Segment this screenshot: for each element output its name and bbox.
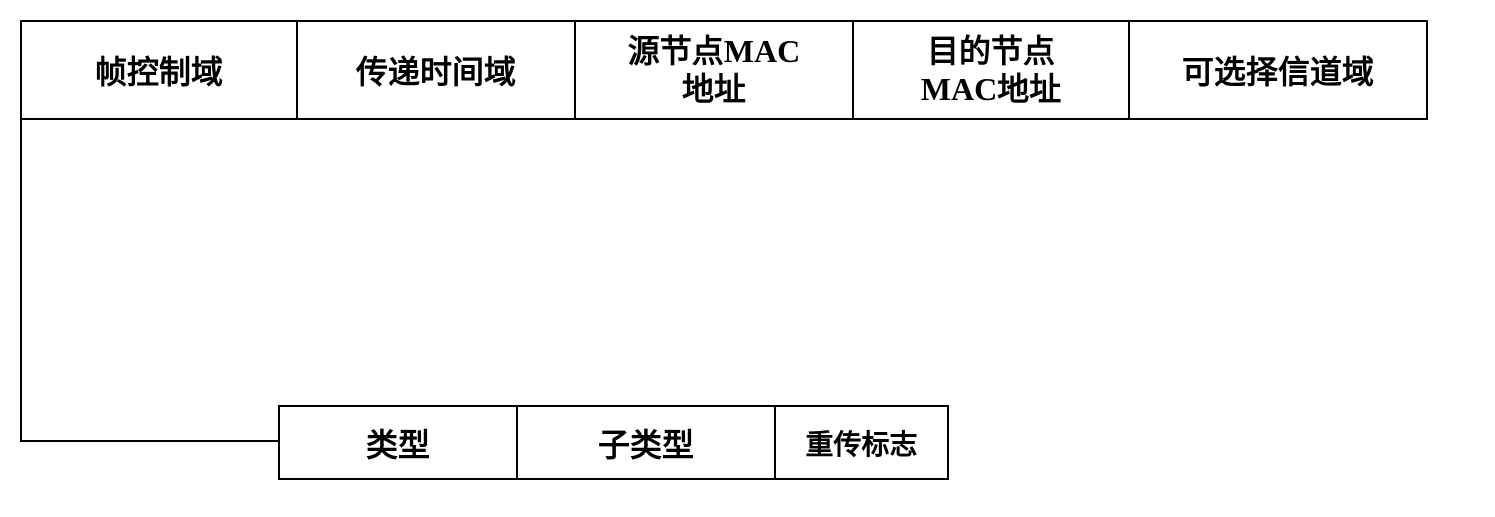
dest-mac-field: 目的节点MAC地址 — [852, 20, 1130, 120]
retransmit-flag-field: 重传标志 — [774, 405, 949, 480]
connector-vertical — [20, 118, 22, 442]
cell-label: 子类型 — [598, 420, 694, 466]
cell-label: 帧控制域 — [95, 47, 223, 93]
cell-label: 类型 — [366, 420, 430, 466]
top-row: 帧控制域 传递时间域 源节点MAC地址 目的节点MAC地址 可选择信道域 — [20, 20, 1428, 120]
cell-label: 重传标志 — [805, 423, 917, 463]
cell-label: 传递时间域 — [356, 47, 516, 93]
frame-structure-diagram: 帧控制域 传递时间域 源节点MAC地址 目的节点MAC地址 可选择信道域 类型 … — [20, 20, 1475, 497]
cell-label: 可选择信道域 — [1182, 47, 1374, 93]
transmission-time-field: 传递时间域 — [296, 20, 576, 120]
cell-label: 源节点MAC地址 — [628, 32, 800, 109]
bottom-row: 类型 子类型 重传标志 — [278, 405, 949, 480]
source-mac-field: 源节点MAC地址 — [574, 20, 854, 120]
type-field: 类型 — [278, 405, 518, 480]
subtype-field: 子类型 — [516, 405, 776, 480]
cell-label: 目的节点MAC地址 — [921, 32, 1061, 109]
connector-horizontal — [20, 440, 278, 442]
frame-control-field: 帧控制域 — [20, 20, 298, 120]
channel-select-field: 可选择信道域 — [1128, 20, 1428, 120]
